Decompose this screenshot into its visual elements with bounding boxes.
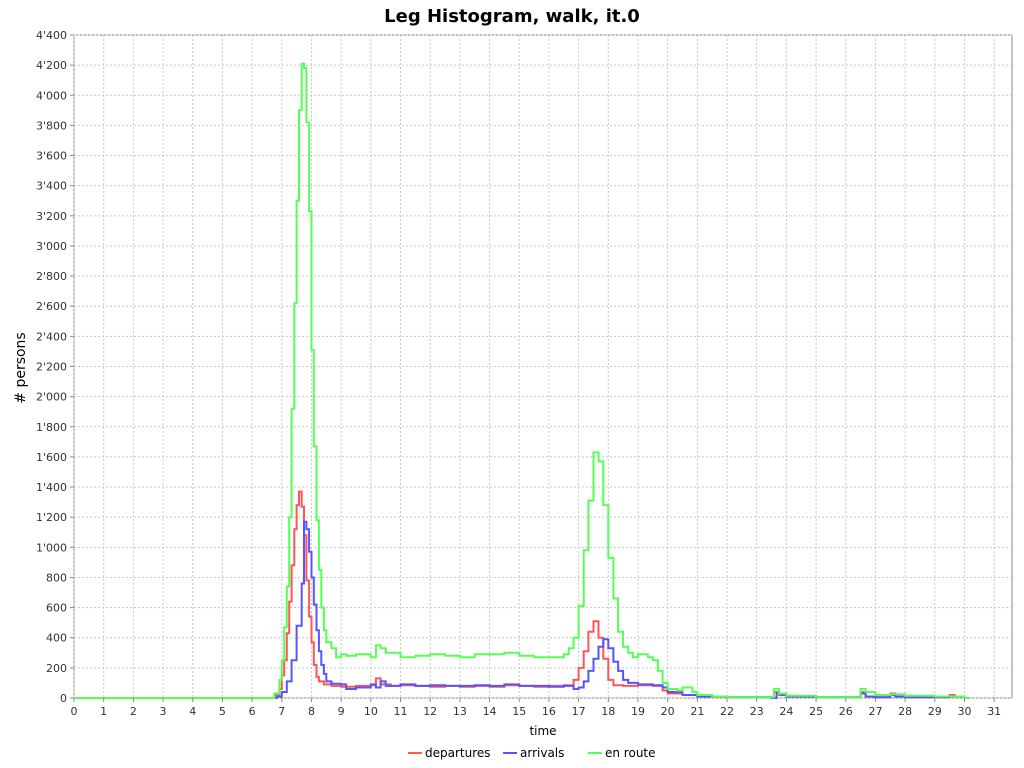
y-tick-label: 3'800 <box>36 119 67 132</box>
x-tick-label: 12 <box>423 705 437 718</box>
series-line-arrivals <box>74 520 970 699</box>
x-tick-label: 6 <box>249 705 256 718</box>
x-tick-label: 23 <box>750 705 764 718</box>
y-axis-ticks: 0 200 400 600 800 1'000 1'200 1'400 1'600 1'800 2'… <box>36 29 74 705</box>
x-tick-label: 27 <box>868 705 882 718</box>
y-tick-label: 1'400 <box>36 481 67 494</box>
x-tick-label: 30 <box>958 705 972 718</box>
x-tick-label: 19 <box>631 705 645 718</box>
x-tick-label: 8 <box>308 705 315 718</box>
x-tick-label: 11 <box>394 705 408 718</box>
series-line-en-route <box>74 62 970 699</box>
y-tick-label: 2'600 <box>36 300 67 313</box>
legend-label: en route <box>605 746 656 760</box>
x-tick-label: 20 <box>661 705 675 718</box>
y-tick-label: 1'000 <box>36 541 67 554</box>
y-tick-label: 400 <box>46 632 67 645</box>
x-tick-label: 13 <box>453 705 467 718</box>
x-tick-label: 10 <box>364 705 378 718</box>
x-tick-label: 28 <box>898 705 912 718</box>
x-tick-label: 31 <box>987 705 1001 718</box>
x-tick-label: 26 <box>839 705 853 718</box>
x-tick-label: 24 <box>779 705 793 718</box>
x-tick-label: 7 <box>278 705 285 718</box>
x-tick-label: 0 <box>71 705 78 718</box>
x-tick-label: 29 <box>928 705 942 718</box>
y-tick-label: 1'200 <box>36 511 67 524</box>
y-tick-label: 2'000 <box>36 391 67 404</box>
y-axis-label: # persons <box>13 332 29 403</box>
y-tick-label: 0 <box>60 692 67 705</box>
x-tick-label: 3 <box>160 705 167 718</box>
x-tick-label: 5 <box>219 705 226 718</box>
y-tick-label: 3'400 <box>36 180 67 193</box>
x-tick-label: 17 <box>572 705 586 718</box>
legend-label: departures <box>425 746 491 760</box>
x-tick-label: 1 <box>100 705 107 718</box>
chart-title: Leg Histogram, walk, it.0 <box>384 6 640 27</box>
y-tick-label: 3'000 <box>36 240 67 253</box>
series-lines <box>74 62 970 699</box>
x-tick-label: 15 <box>512 705 526 718</box>
y-tick-label: 200 <box>46 662 67 675</box>
x-axis-label: time <box>529 724 556 738</box>
y-tick-label: 800 <box>46 571 67 584</box>
y-tick-label: 4'200 <box>36 59 67 72</box>
y-tick-label: 4'400 <box>36 29 67 42</box>
y-tick-label: 3'200 <box>36 210 67 223</box>
y-tick-label: 2'200 <box>36 361 67 374</box>
legend: departures arrivals en route <box>408 746 656 760</box>
x-tick-label: 2 <box>130 705 137 718</box>
y-tick-label: 2'400 <box>36 330 67 343</box>
y-tick-label: 1'800 <box>36 421 67 434</box>
y-tick-label: 4'000 <box>36 89 67 102</box>
legend-label: arrivals <box>520 746 564 760</box>
x-tick-label: 16 <box>542 705 556 718</box>
y-tick-label: 600 <box>46 602 67 615</box>
x-tick-label: 4 <box>189 705 196 718</box>
x-tick-label: 9 <box>338 705 345 718</box>
y-tick-label: 2'800 <box>36 270 67 283</box>
x-axis-ticks: 0 1 2 3 4 5 6 7 8 9 10 11 12 13 14 15 16 17 18 19 20 21 22 23 24… <box>71 698 1001 718</box>
x-tick-label: 18 <box>601 705 615 718</box>
y-tick-label: 3'600 <box>36 150 67 163</box>
x-tick-label: 22 <box>720 705 734 718</box>
y-tick-label: 1'600 <box>36 451 67 464</box>
x-tick-label: 25 <box>809 705 823 718</box>
x-tick-label: 14 <box>483 705 497 718</box>
x-tick-label: 21 <box>690 705 704 718</box>
